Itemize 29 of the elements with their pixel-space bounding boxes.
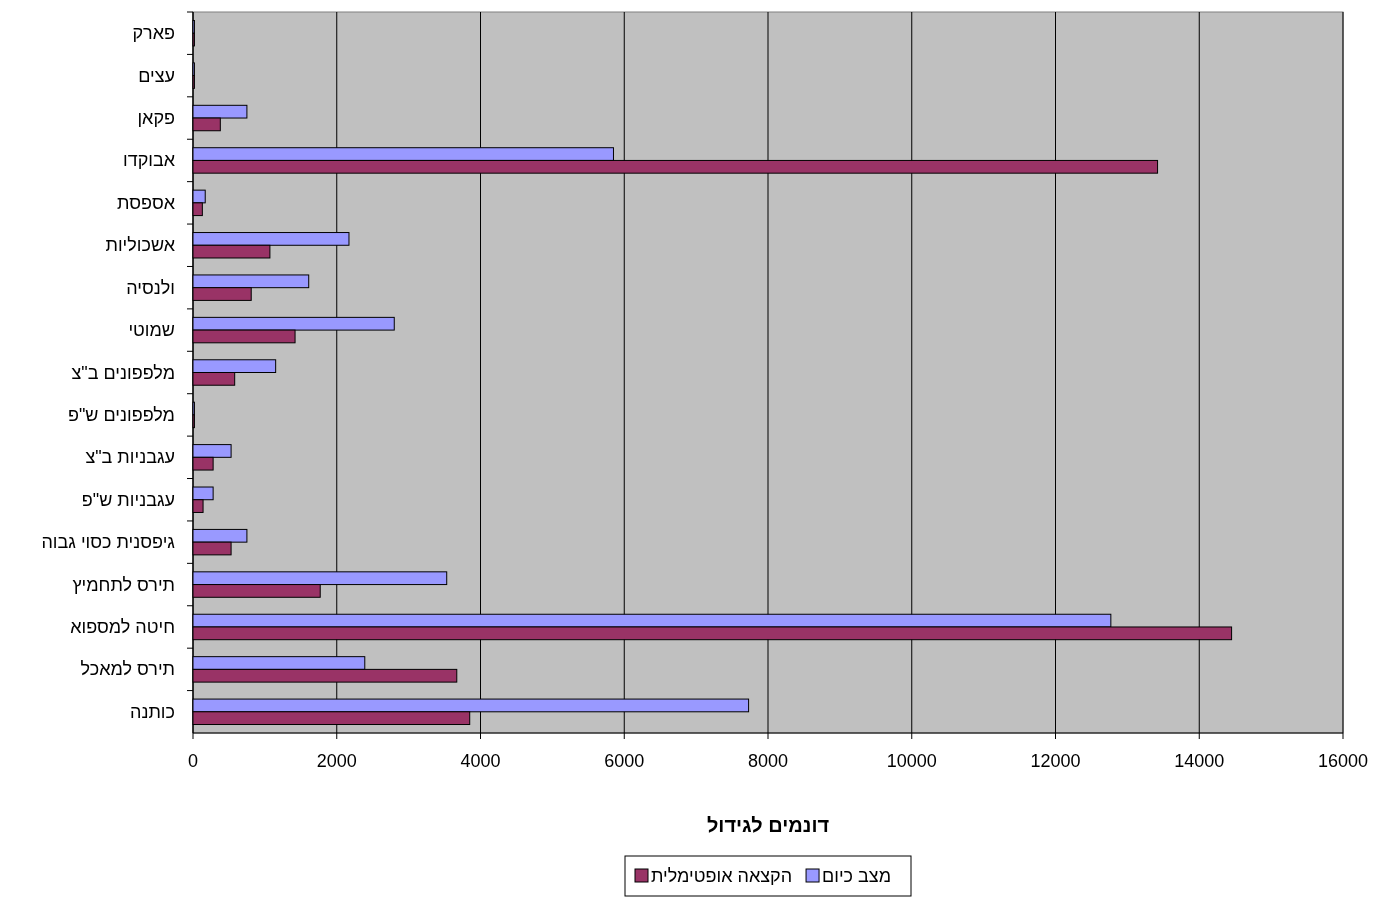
- y-tick-label: פארק: [132, 23, 175, 44]
- y-tick-label: עצים: [138, 65, 175, 86]
- y-tick-label: פקאן: [137, 108, 175, 129]
- y-tick-label: תירס למאכל: [80, 659, 175, 680]
- x-tick-label: 8000: [747, 751, 789, 771]
- y-tick-label: אספסת: [117, 192, 176, 213]
- x-tick-label: 0: [187, 751, 199, 771]
- y-tick-label: מלפפונים ש"פ: [67, 404, 175, 425]
- legend-label: מצב כיום: [822, 866, 891, 886]
- y-tick-label: עגבניות ש"פ: [81, 489, 175, 510]
- y-tick-label: כותנה: [130, 701, 175, 722]
- y-tick-label: גיפסנית כסוי גבוה: [41, 532, 176, 553]
- y-tick-label: מלפפונים ב"צ: [71, 362, 175, 383]
- x-tick-label: 12000: [1030, 751, 1081, 771]
- x-tick-label: 4000: [460, 751, 501, 771]
- y-tick-label: אבוקדו: [122, 150, 176, 171]
- x-tick-label: 10000: [886, 751, 937, 771]
- y-tick-label: עגבניות ב"צ: [85, 447, 175, 468]
- x-tick-label: 6000: [604, 751, 645, 771]
- y-tick-label: אשכוליות: [105, 235, 176, 256]
- x-tick-label: 16000: [1317, 751, 1369, 771]
- y-tick-label: תירס לתחמיץ: [72, 574, 175, 595]
- x-axis-title: דונמים לגידול: [706, 814, 830, 836]
- y-tick-label: שמוטי: [128, 320, 175, 341]
- y-tick-label: ולנסיה: [126, 277, 175, 298]
- y-tick-label: חיטה למספוא: [70, 616, 175, 637]
- x-tick-label: 14000: [1174, 751, 1225, 771]
- x-tick-label: 2000: [316, 751, 357, 771]
- legend-label: הקצאה אופטימלית: [651, 866, 793, 886]
